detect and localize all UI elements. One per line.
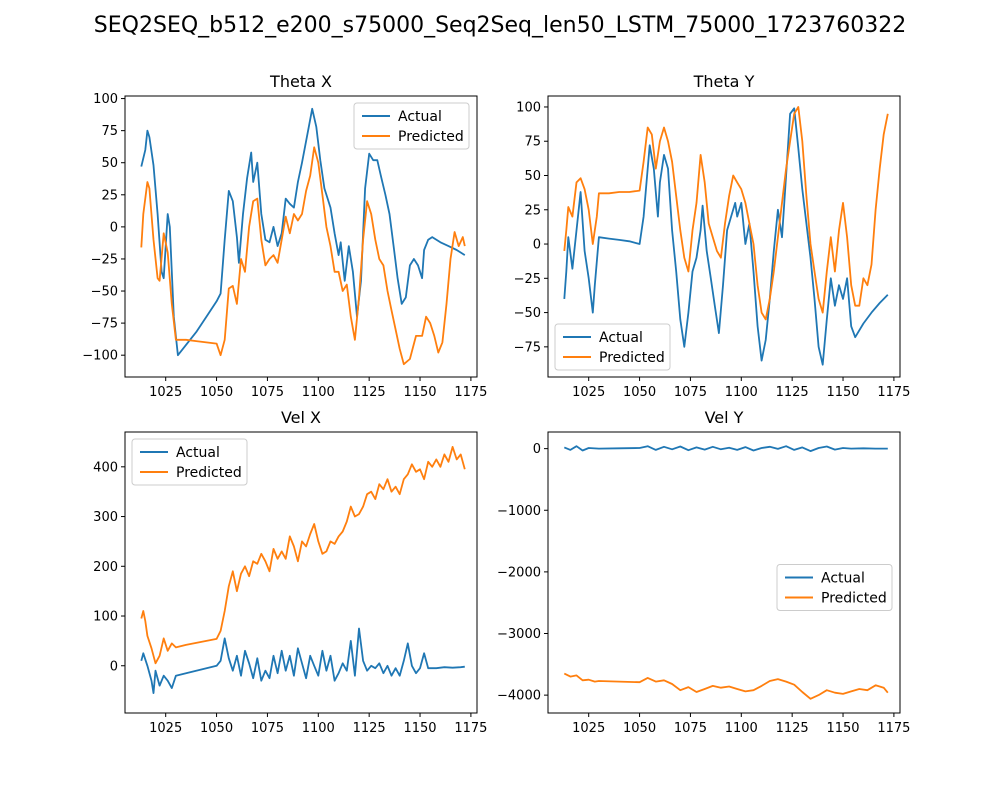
x-tick-label: 1175 [877, 385, 910, 400]
legend-label-predicted: Predicted [176, 465, 242, 481]
y-tick-label: 300 [93, 510, 118, 525]
x-tick-label: 1025 [149, 385, 182, 400]
x-tick-label: 1050 [200, 385, 233, 400]
y-tick-label: 25 [101, 188, 118, 203]
subplot-vel-y: Vel Y 1025 1050 1075 1100 1125 1150 1175 −4000 −3… [497, 408, 910, 736]
y-tick-label: 400 [93, 460, 118, 475]
axes-frame [547, 431, 901, 714]
y-tick-label: 0 [533, 442, 541, 457]
legend-label-actual: Actual [599, 330, 643, 346]
x-tick-label: 1125 [353, 385, 386, 400]
x-tick-label: 1100 [302, 385, 335, 400]
x-tick-label: 1125 [776, 721, 809, 736]
y-tick-label: 50 [101, 156, 118, 171]
legend-label-actual: Actual [398, 109, 442, 125]
y-tick-label: −25 [514, 272, 541, 287]
series-line-actual [140, 627, 465, 694]
legend: Actual Predicted [353, 102, 470, 150]
axes-title-vel-x: Vel X [281, 408, 321, 427]
x-tick-label: 1100 [302, 721, 335, 736]
x-tick-label: 1175 [454, 721, 487, 736]
axes-title-theta-y: Theta Y [693, 72, 755, 91]
series-line-actual [563, 445, 888, 452]
legend-box [554, 323, 671, 371]
y-tick-label: −75 [91, 317, 118, 332]
y-tick-label: −25 [91, 252, 118, 267]
legend-box [131, 438, 248, 486]
series-line-predicted [140, 146, 466, 366]
x-tick-label: 1150 [403, 385, 436, 400]
y-tick-label: 50 [524, 169, 541, 184]
x-tick-label: 1025 [572, 721, 605, 736]
y-tick-label: −2000 [497, 565, 541, 580]
y-tick-label: 75 [524, 135, 541, 150]
x-tick-label: 1100 [725, 385, 758, 400]
y-tick-label: −1000 [497, 504, 541, 519]
y-tick-label: −3000 [497, 627, 541, 642]
y-tick-label: 200 [93, 560, 118, 575]
x-tick-label: 1150 [826, 385, 859, 400]
subplot-vel-x: Vel X 1025 1050 1075 1100 1125 1150 1175 0 100 200… [93, 408, 487, 736]
x-tick-label: 1100 [725, 721, 758, 736]
legend: Actual Predicted [131, 438, 248, 486]
x-tick-label: 1075 [674, 721, 707, 736]
axes-frame [547, 95, 901, 378]
series-line-actual [140, 107, 466, 357]
legend: Actual Predicted [554, 323, 671, 371]
y-tick-label: −4000 [497, 689, 541, 704]
axes-title-theta-x: Theta X [269, 72, 332, 91]
y-tick-label: −50 [514, 306, 541, 321]
y-tick-label: 0 [533, 238, 541, 253]
legend-label-predicted: Predicted [821, 591, 887, 607]
x-tick-label: 1050 [623, 385, 656, 400]
y-tick-label: 0 [110, 220, 118, 235]
x-tick-label: 1150 [826, 721, 859, 736]
series-line-predicted [140, 446, 466, 665]
series-line-predicted [563, 672, 889, 700]
series-line-actual [563, 107, 889, 366]
x-tick-label: 1050 [200, 721, 233, 736]
x-tick-label: 1075 [251, 721, 284, 736]
x-tick-label: 1075 [674, 385, 707, 400]
x-tick-label: 1125 [353, 721, 386, 736]
y-tick-label: −50 [91, 285, 118, 300]
y-tick-label: 100 [93, 92, 118, 107]
legend-box [776, 564, 893, 611]
axes-frame [124, 95, 478, 378]
legend-label-actual: Actual [176, 445, 220, 461]
subplot-theta-y: Theta Y 1025 1050 1075 1100 1125 1150 1175 −75 −5… [514, 72, 911, 400]
y-tick-label: 0 [110, 659, 118, 674]
x-tick-label: 1150 [403, 721, 436, 736]
axes-frame [124, 431, 478, 714]
x-tick-label: 1050 [623, 721, 656, 736]
y-tick-label: 75 [101, 124, 118, 139]
y-tick-label: 100 [516, 100, 541, 115]
y-tick-label: 25 [524, 203, 541, 218]
x-tick-label: 1125 [776, 385, 809, 400]
x-tick-label: 1075 [251, 385, 284, 400]
legend-label-predicted: Predicted [398, 129, 464, 145]
legend-box [353, 102, 470, 150]
subplot-theta-x: Theta X 1025 1050 1075 1100 1125 1150 1175 −100 −… [82, 72, 487, 400]
y-tick-label: 100 [93, 610, 118, 625]
legend-label-predicted: Predicted [599, 350, 665, 366]
x-tick-label: 1175 [454, 385, 487, 400]
axes-title-vel-y: Vel Y [705, 408, 744, 427]
y-tick-label: −100 [82, 349, 118, 364]
figure-title: SEQ2SEQ_b512_e200_s75000_Seq2Seq_len50_L… [94, 13, 906, 38]
x-tick-label: 1025 [149, 721, 182, 736]
x-tick-label: 1175 [877, 721, 910, 736]
legend: Actual Predicted [776, 564, 893, 611]
y-tick-label: −75 [514, 340, 541, 355]
x-tick-label: 1025 [572, 385, 605, 400]
legend-label-actual: Actual [821, 571, 865, 587]
series-line-predicted [563, 106, 889, 321]
